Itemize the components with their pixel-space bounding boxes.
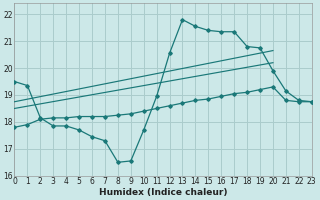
X-axis label: Humidex (Indice chaleur): Humidex (Indice chaleur) [99,188,227,197]
